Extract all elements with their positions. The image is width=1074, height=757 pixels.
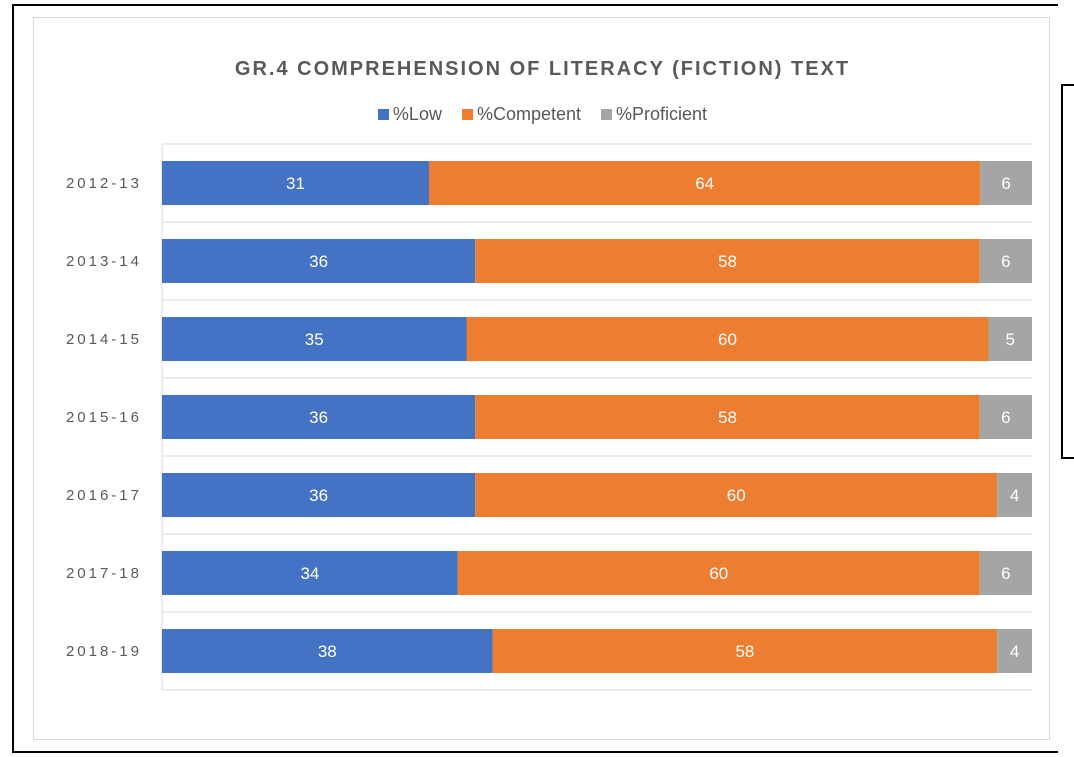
bar-proficient bbox=[988, 317, 1032, 361]
legend-swatch-low bbox=[377, 109, 389, 120]
data-label-proficient: 6 bbox=[1001, 408, 1010, 427]
bar-proficient bbox=[997, 629, 1032, 673]
data-label-proficient: 6 bbox=[1001, 252, 1010, 271]
data-label-low: 35 bbox=[305, 330, 324, 349]
legend-swatch-competent bbox=[461, 109, 473, 120]
bar-competent bbox=[492, 629, 998, 673]
bar-proficient bbox=[979, 239, 1032, 283]
legend-label-proficient: %Proficient bbox=[616, 104, 708, 124]
data-label-competent: 60 bbox=[727, 486, 746, 505]
bar-proficient bbox=[979, 395, 1032, 439]
bar-competent bbox=[429, 161, 981, 205]
bar-low bbox=[162, 629, 493, 673]
category-label: 2017-18 bbox=[66, 565, 142, 582]
category-label: 2014-15 bbox=[66, 331, 142, 348]
chart-area: GR.4 COMPREHENSION OF LITERACY (FICTION)… bbox=[33, 17, 1050, 740]
data-label-low: 36 bbox=[309, 486, 328, 505]
category-label: 2015-16 bbox=[66, 409, 142, 426]
data-label-competent: 60 bbox=[718, 330, 737, 349]
bar-proficient bbox=[997, 473, 1032, 517]
bar-low bbox=[162, 317, 467, 361]
legend-item-low: %Low bbox=[377, 104, 442, 125]
data-label-proficient: 4 bbox=[1010, 642, 1019, 661]
legend-item-proficient: %Proficient bbox=[601, 104, 707, 125]
legend-label-competent: %Competent bbox=[476, 104, 582, 124]
legend-swatch-proficient bbox=[601, 109, 613, 120]
data-label-competent: 58 bbox=[735, 642, 754, 661]
bar-proficient bbox=[979, 551, 1032, 595]
category-label: 2016-17 bbox=[66, 487, 142, 504]
data-label-competent: 60 bbox=[709, 564, 728, 583]
bar-low bbox=[162, 551, 458, 595]
bar-low bbox=[162, 161, 430, 205]
legend-item-competent: %Competent bbox=[461, 104, 582, 125]
data-label-proficient: 6 bbox=[1001, 564, 1010, 583]
category-label: 2012-13 bbox=[66, 175, 142, 192]
bar-competent bbox=[475, 239, 980, 283]
outer-frame bbox=[12, 4, 1058, 753]
bar-low bbox=[162, 239, 476, 283]
data-label-low: 31 bbox=[286, 174, 305, 193]
legend-label-low: %Low bbox=[392, 104, 442, 124]
data-label-low: 34 bbox=[300, 564, 319, 583]
bar-low bbox=[162, 395, 476, 439]
data-label-proficient: 4 bbox=[1010, 486, 1019, 505]
bar-low bbox=[162, 473, 476, 517]
bar-competent bbox=[475, 395, 980, 439]
category-label: 2013-14 bbox=[66, 253, 142, 270]
category-label: 2018-19 bbox=[66, 643, 142, 660]
data-label-proficient: 5 bbox=[1006, 330, 1015, 349]
bar-competent bbox=[457, 551, 980, 595]
data-label-competent: 58 bbox=[718, 252, 737, 271]
data-label-low: 38 bbox=[318, 642, 337, 661]
data-label-competent: 58 bbox=[718, 408, 737, 427]
data-label-proficient: 6 bbox=[1001, 174, 1010, 193]
data-label-competent: 64 bbox=[695, 174, 714, 193]
data-label-low: 36 bbox=[309, 408, 328, 427]
side-text-box bbox=[1061, 84, 1074, 459]
bar-competent bbox=[475, 473, 998, 517]
legend: %Low %Competent %Proficient bbox=[34, 104, 1051, 125]
bar-competent bbox=[466, 317, 989, 361]
chart-title: GR.4 COMPREHENSION OF LITERACY (FICTION)… bbox=[234, 58, 851, 80]
data-label-low: 36 bbox=[309, 252, 328, 271]
bar-proficient bbox=[980, 161, 1032, 205]
